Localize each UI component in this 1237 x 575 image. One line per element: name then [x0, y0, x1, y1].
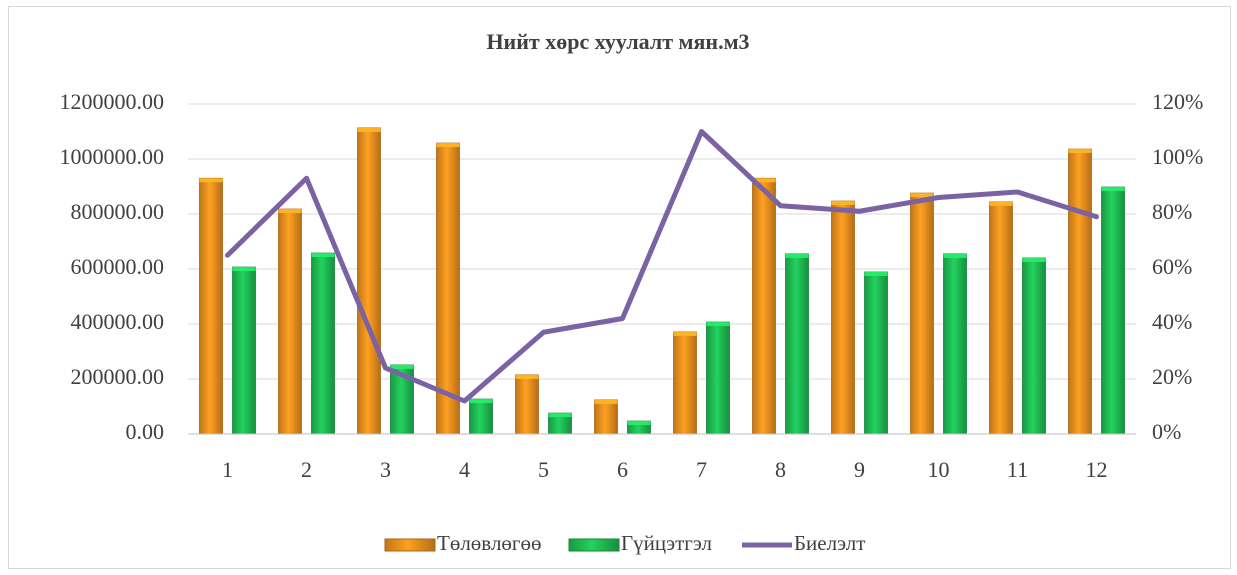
- x-tick-label: 6: [617, 457, 628, 482]
- bar-cap: [752, 178, 776, 183]
- y-tick-label: 0.00: [126, 419, 165, 444]
- y2-tick-label: 40%: [1152, 309, 1192, 334]
- legend-swatch: [568, 538, 620, 552]
- y2-tick-label: 60%: [1152, 254, 1192, 279]
- bar-cap: [831, 201, 855, 206]
- bar-cap: [594, 399, 618, 404]
- x-tick-label: 12: [1086, 457, 1108, 482]
- y-tick-label: 600000.00: [71, 254, 165, 279]
- bar: [278, 208, 302, 435]
- bar-cap: [515, 374, 539, 379]
- bar-cap: [311, 253, 335, 258]
- bar-cap: [278, 209, 302, 214]
- bar: [943, 253, 967, 435]
- bar-cap: [199, 178, 223, 183]
- y-tick-label: 400000.00: [71, 309, 165, 334]
- y2-tick-label: 120%: [1152, 89, 1203, 114]
- x-tick-label: 5: [538, 457, 549, 482]
- bar-cap: [357, 127, 381, 132]
- x-tick-label: 7: [696, 457, 707, 482]
- bar-cap: [673, 331, 697, 336]
- y2-tick-label: 100%: [1152, 144, 1203, 169]
- bar: [831, 200, 855, 435]
- bar-cap: [1022, 258, 1046, 262]
- bar-cap: [1068, 149, 1092, 154]
- bar-cap: [390, 364, 414, 369]
- x-tick-label: 4: [459, 457, 470, 482]
- x-tick-label: 9: [854, 457, 865, 482]
- line: [225, 129, 1099, 404]
- bar: [1022, 257, 1046, 435]
- legend-swatch: [384, 538, 436, 552]
- bar: [199, 177, 223, 435]
- y-tick-label: 200000.00: [71, 364, 165, 389]
- bar: [311, 252, 335, 435]
- bar-cap: [943, 253, 967, 258]
- x-tick-label: 1: [222, 457, 233, 482]
- x-tick-label: 2: [301, 457, 312, 482]
- legend-label: Гүйцэтгэл: [621, 531, 712, 555]
- bar-cap: [232, 267, 256, 272]
- bar: [469, 398, 493, 435]
- x-tick-label: 10: [928, 457, 950, 482]
- bar: [594, 399, 618, 435]
- bar-cap: [627, 421, 651, 426]
- bar: [864, 271, 888, 435]
- bar: [1101, 186, 1125, 435]
- bar: [1068, 148, 1092, 435]
- y-tick-label: 1000000.00: [60, 144, 165, 169]
- bar: [785, 253, 809, 435]
- bar-cap: [469, 399, 493, 404]
- bar-cap: [785, 253, 809, 258]
- bar: [357, 127, 381, 435]
- bar-cap: [910, 193, 934, 198]
- y2-tick-label: 20%: [1152, 364, 1192, 389]
- bar: [910, 192, 934, 435]
- bar-cap: [1101, 187, 1125, 192]
- x-tick-label: 3: [380, 457, 391, 482]
- bar-cap: [548, 413, 572, 418]
- bar: [752, 177, 776, 435]
- bar: [673, 331, 697, 435]
- bar: [232, 266, 256, 435]
- bar-cap: [436, 143, 460, 148]
- bar-cap: [864, 272, 888, 277]
- bar-cap: [989, 201, 1013, 206]
- x-tick-label: 11: [1007, 457, 1028, 482]
- y-tick-label: 800000.00: [71, 199, 165, 224]
- y-tick-label: 1200000.00: [60, 89, 165, 114]
- bar: [515, 374, 539, 435]
- chart-frame: [8, 6, 1231, 569]
- legend-label: Биелэлт: [794, 531, 865, 555]
- legend-label: Төлөвлөгөө: [437, 531, 542, 555]
- x-tick-label: 8: [775, 457, 786, 482]
- y2-tick-label: 80%: [1152, 199, 1192, 224]
- y2-tick-label: 0%: [1152, 419, 1181, 444]
- bar: [989, 201, 1013, 435]
- bar-cap: [706, 322, 730, 327]
- chart-title: Нийт хөрс хуулалт мян.м3: [486, 29, 749, 54]
- bar: [706, 321, 730, 435]
